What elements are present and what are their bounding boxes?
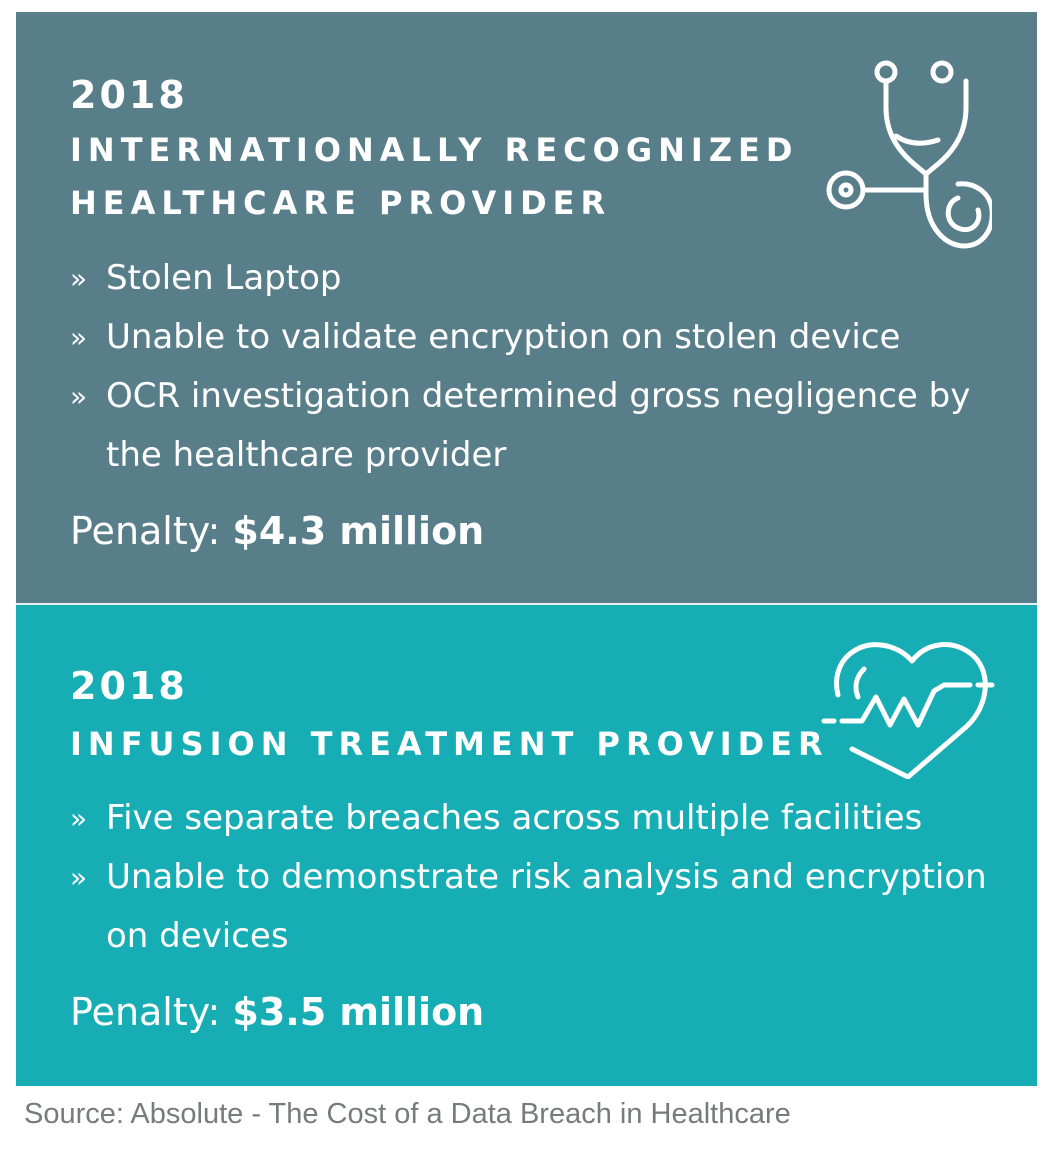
case-year: 2018 bbox=[70, 664, 188, 708]
penalty-line: Penalty: $3.5 million bbox=[70, 993, 484, 1031]
case-heading-line: INTERNATIONALLY RECOGNIZED bbox=[70, 131, 799, 169]
bullet-marker: » bbox=[70, 321, 88, 354]
case-bullet-list: » Five separate breaches across multiple … bbox=[70, 789, 990, 966]
heart-pulse-icon bbox=[821, 642, 995, 779]
case-card-infusion-provider: 2018 INFUSION TREATMENT PROVIDER » Five s… bbox=[16, 605, 1037, 1086]
source-caption: Source: Absolute - The Cost of a Data Br… bbox=[24, 1098, 791, 1130]
penalty-amount: $4.3 million bbox=[232, 509, 485, 553]
list-item: » Five separate breaches across multiple … bbox=[70, 789, 990, 848]
penalty-label: Penalty: bbox=[70, 990, 221, 1034]
bullet-marker: » bbox=[70, 380, 88, 413]
case-bullet-list: » Stolen Laptop » Unable to validate encry… bbox=[70, 249, 990, 485]
penalty-line: Penalty: $4.3 million bbox=[70, 512, 484, 550]
case-year: 2018 bbox=[70, 73, 188, 117]
list-item: » OCR investigation determined gross negl… bbox=[70, 367, 990, 485]
stethoscope-icon bbox=[826, 60, 992, 249]
penalty-amount: $3.5 million bbox=[232, 990, 485, 1034]
bullet-marker: » bbox=[70, 861, 88, 894]
list-item: » Unable to demonstrate risk analysis and… bbox=[70, 848, 990, 966]
case-heading: INFUSION TREATMENT PROVIDER bbox=[70, 718, 829, 771]
bullet-marker: » bbox=[70, 802, 88, 835]
divider bbox=[16, 603, 1037, 605]
case-heading: INTERNATIONALLY RECOGNIZED HEALTHCARE PR… bbox=[70, 124, 798, 230]
case-card-healthcare-provider: 2018 INTERNATIONALLY RECOGNIZED HEALTHCA… bbox=[16, 12, 1037, 603]
bullet-marker: » bbox=[70, 262, 88, 295]
list-item: » Unable to validate encryption on stolen… bbox=[70, 308, 990, 367]
case-heading-line: INFUSION TREATMENT PROVIDER bbox=[70, 725, 829, 763]
penalty-label: Penalty: bbox=[70, 509, 221, 553]
list-item: » Stolen Laptop bbox=[70, 249, 990, 308]
case-heading-line: HEALTHCARE PROVIDER bbox=[70, 184, 612, 222]
